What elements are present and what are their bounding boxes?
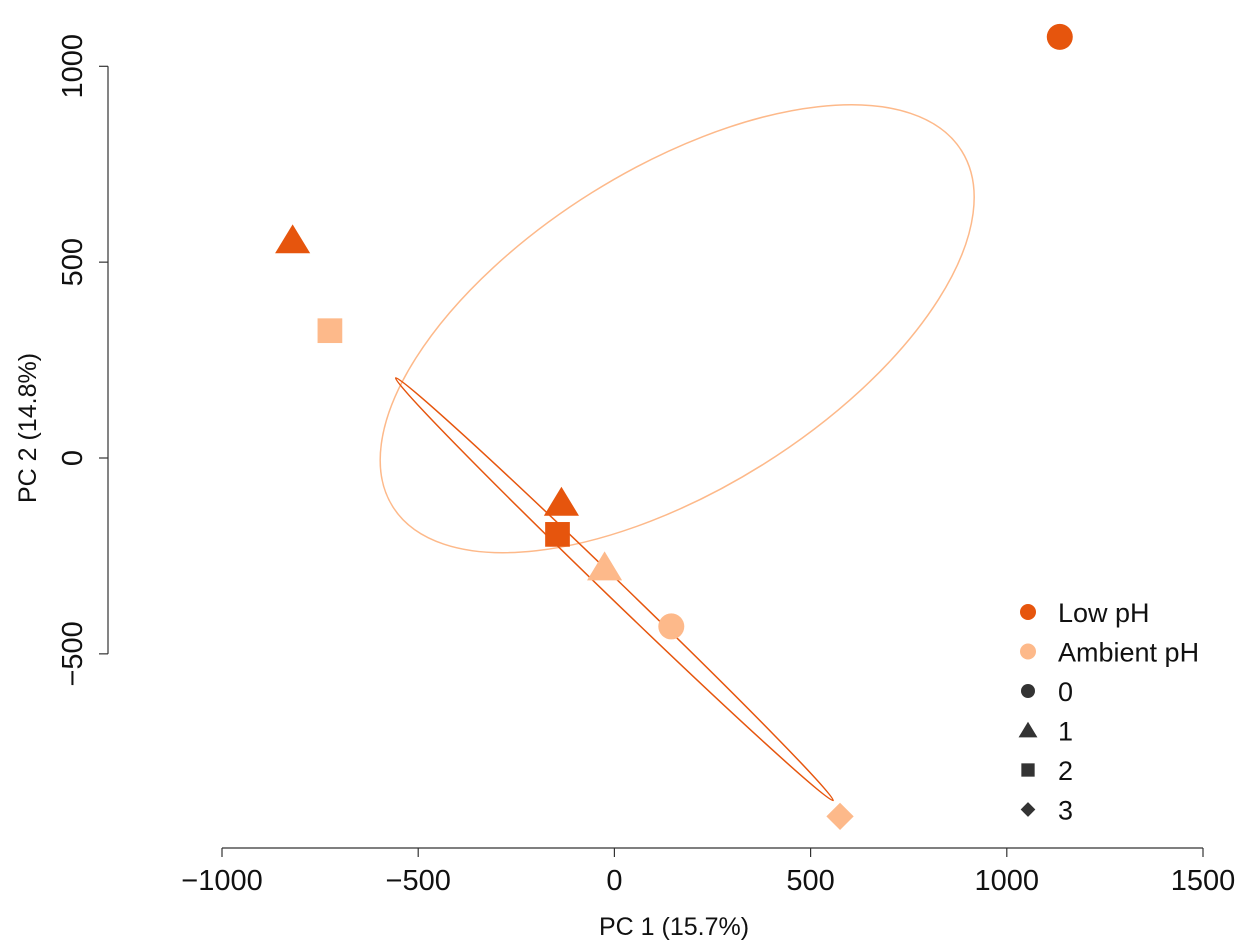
legend-marker	[1018, 721, 1038, 738]
data-point	[275, 224, 311, 254]
x-axis-title: PC 1 (15.7%)	[599, 913, 749, 941]
legend-marker	[1021, 684, 1035, 698]
legend-label: 3	[1058, 796, 1073, 826]
ellipse-low-ph	[394, 377, 834, 802]
data-point	[826, 802, 854, 831]
legend-item: 0	[1021, 677, 1073, 707]
confidence-ellipses	[379, 104, 975, 802]
x-tick-label: −500	[386, 865, 451, 897]
data-point	[317, 318, 343, 344]
y-tick-label: −500	[57, 621, 89, 686]
x-tick-label: 1000	[975, 865, 1040, 897]
legend-label: 1	[1058, 717, 1073, 747]
legend-label: Low pH	[1058, 598, 1150, 628]
data-points	[275, 23, 1073, 831]
x-tick-label: 0	[606, 865, 622, 897]
legend-marker	[1020, 643, 1036, 660]
legend-label: Ambient pH	[1058, 638, 1199, 668]
y-axis: −500 0 500 1000	[57, 34, 109, 687]
legend: Low pH Ambient pH 0 1 2 3	[1018, 598, 1199, 826]
y-axis-title: PC 2 (14.8%)	[14, 353, 42, 503]
legend-label: 2	[1058, 756, 1073, 786]
legend-item: 3	[1020, 796, 1073, 826]
data-point	[545, 522, 570, 547]
legend-item: 2	[1021, 756, 1073, 786]
ellipse-ambient-ph	[379, 104, 975, 554]
x-axis: −1000 −500 0 500 1000 1500	[181, 847, 1236, 897]
legend-item: 1	[1018, 717, 1073, 747]
legend-item: Ambient pH	[1020, 638, 1199, 668]
x-tick-label: 1500	[1171, 865, 1236, 897]
y-tick-label: 1000	[57, 34, 89, 99]
legend-marker	[1020, 604, 1036, 620]
legend-marker	[1021, 763, 1035, 777]
data-point	[587, 551, 623, 581]
data-point	[1046, 23, 1073, 50]
x-tick-label: −1000	[181, 865, 262, 897]
legend-marker	[1020, 802, 1036, 817]
x-tick-label: 500	[786, 865, 834, 897]
y-tick-label: 500	[57, 238, 89, 286]
data-point	[658, 613, 685, 640]
legend-item: Low pH	[1020, 598, 1150, 628]
legend-label: 0	[1058, 677, 1073, 707]
y-tick-label: 0	[57, 450, 89, 466]
data-point	[543, 486, 579, 516]
